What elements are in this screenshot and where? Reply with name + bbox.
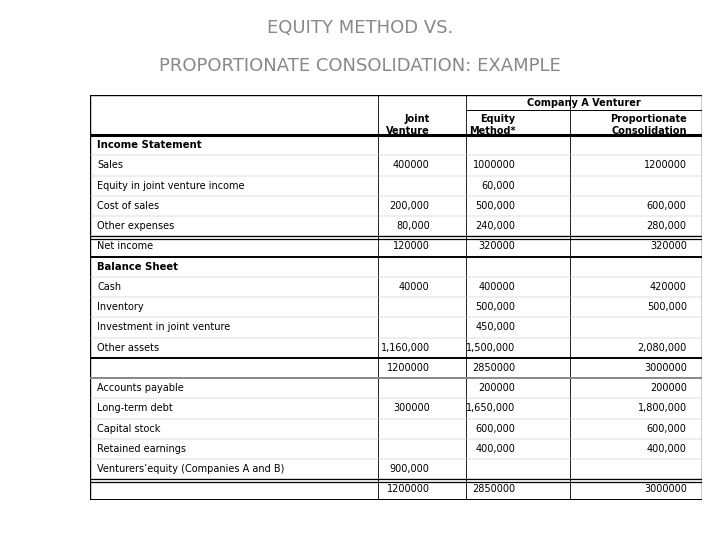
Text: 600,000: 600,000: [647, 201, 687, 211]
Text: Accounts payable: Accounts payable: [97, 383, 184, 393]
Text: 3000000: 3000000: [644, 484, 687, 495]
Text: 1200000: 1200000: [387, 484, 430, 495]
Text: Net income: Net income: [97, 241, 153, 252]
Text: Proportionate
Consolidation: Proportionate Consolidation: [610, 114, 687, 136]
Text: 450,000: 450,000: [475, 322, 516, 333]
Text: 400000: 400000: [479, 282, 516, 292]
Text: 2,080,000: 2,080,000: [637, 342, 687, 353]
Text: 320000: 320000: [650, 241, 687, 252]
Text: 60,000: 60,000: [482, 180, 516, 191]
Text: 80,000: 80,000: [396, 221, 430, 231]
Text: Long-term debt: Long-term debt: [97, 403, 173, 414]
Text: Venturers’equity (Companies A and B): Venturers’equity (Companies A and B): [97, 464, 284, 474]
Text: Copyright © 2013 CFA Institute: Copyright © 2013 CFA Institute: [13, 517, 176, 526]
Text: 600,000: 600,000: [475, 423, 516, 434]
Text: 200000: 200000: [479, 383, 516, 393]
Text: 2850000: 2850000: [472, 363, 516, 373]
Text: 280,000: 280,000: [647, 221, 687, 231]
Text: 200000: 200000: [650, 383, 687, 393]
Text: Inventory: Inventory: [97, 302, 144, 312]
Text: 1,160,000: 1,160,000: [381, 342, 430, 353]
Text: Cost of sales: Cost of sales: [97, 201, 159, 211]
Text: Investment in joint venture: Investment in joint venture: [97, 322, 230, 333]
Text: Company A Venturer: Company A Venturer: [527, 98, 641, 107]
Text: Other expenses: Other expenses: [97, 221, 174, 231]
Text: 400,000: 400,000: [647, 444, 687, 454]
Text: 600,000: 600,000: [647, 423, 687, 434]
Text: 1200000: 1200000: [644, 160, 687, 171]
Text: Cash: Cash: [97, 282, 122, 292]
Text: 1,650,000: 1,650,000: [466, 403, 516, 414]
Text: Capital stock: Capital stock: [97, 423, 161, 434]
Text: 240,000: 240,000: [475, 221, 516, 231]
Text: 320000: 320000: [479, 241, 516, 252]
Text: 400000: 400000: [393, 160, 430, 171]
Text: Equity
Method*: Equity Method*: [469, 114, 516, 136]
Text: 2850000: 2850000: [472, 484, 516, 495]
Text: 420000: 420000: [650, 282, 687, 292]
Text: EQUITY METHOD VS.: EQUITY METHOD VS.: [267, 19, 453, 37]
Text: 500,000: 500,000: [475, 201, 516, 211]
Text: Balance Sheet: Balance Sheet: [97, 261, 179, 272]
Text: 40000: 40000: [399, 282, 430, 292]
Text: Retained earnings: Retained earnings: [97, 444, 186, 454]
Text: 19: 19: [693, 515, 709, 528]
Text: 500,000: 500,000: [647, 302, 687, 312]
Text: Joint
Venture: Joint Venture: [386, 114, 430, 136]
Text: Income Statement: Income Statement: [97, 140, 202, 150]
Text: 500,000: 500,000: [475, 302, 516, 312]
Text: Sales: Sales: [97, 160, 123, 171]
Text: 300000: 300000: [393, 403, 430, 414]
Text: 900,000: 900,000: [390, 464, 430, 474]
Text: 3000000: 3000000: [644, 363, 687, 373]
Text: Other assets: Other assets: [97, 342, 159, 353]
Text: 1000000: 1000000: [472, 160, 516, 171]
Text: Equity in joint venture income: Equity in joint venture income: [97, 180, 245, 191]
Text: 200,000: 200,000: [390, 201, 430, 211]
Text: 400,000: 400,000: [475, 444, 516, 454]
Text: 1,500,000: 1,500,000: [466, 342, 516, 353]
Text: 120000: 120000: [393, 241, 430, 252]
Text: 1200000: 1200000: [387, 363, 430, 373]
Text: PROPORTIONATE CONSOLIDATION: EXAMPLE: PROPORTIONATE CONSOLIDATION: EXAMPLE: [159, 57, 561, 75]
Text: 1,800,000: 1,800,000: [638, 403, 687, 414]
